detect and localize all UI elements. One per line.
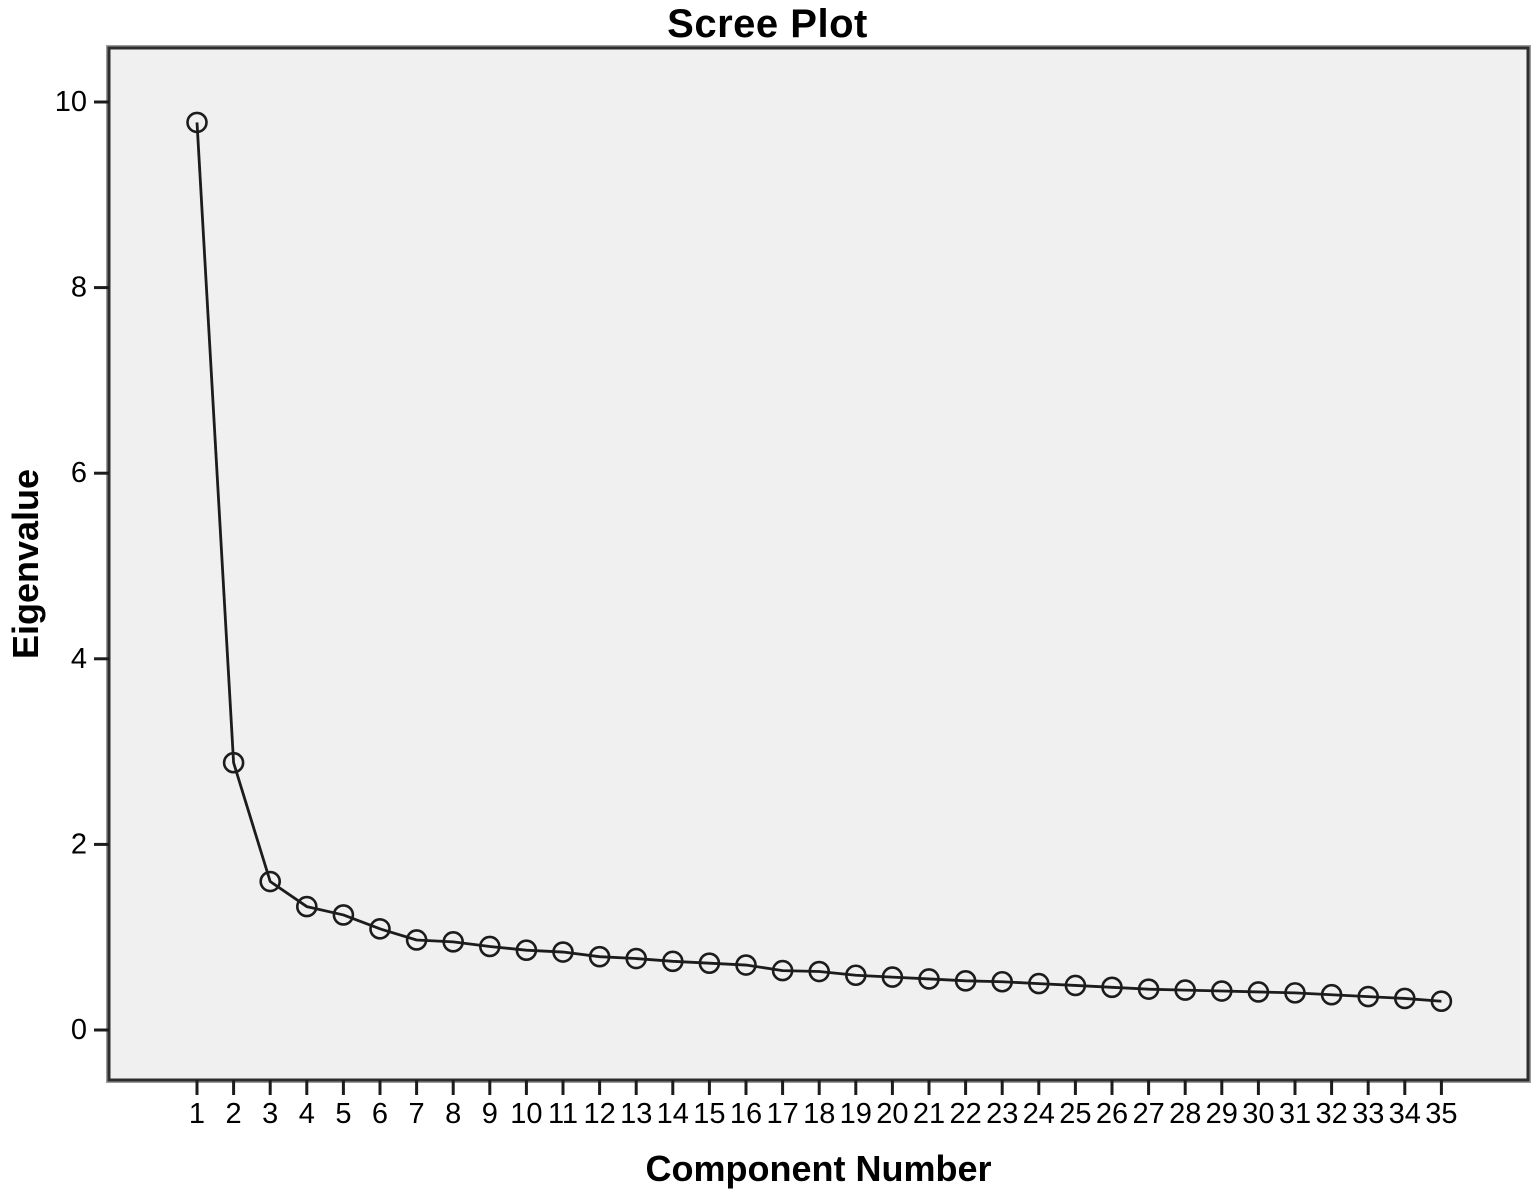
y-axis-tick-label: 8	[71, 272, 87, 304]
x-axis-tick-label: 27	[1132, 1098, 1164, 1130]
x-axis-tick-label: 21	[913, 1098, 945, 1130]
data-point-marker	[1247, 981, 1270, 1003]
x-axis-tick-label: 33	[1352, 1098, 1384, 1130]
data-point-marker	[1211, 980, 1233, 1002]
x-axis-tick-label: 28	[1169, 1098, 1201, 1130]
y-axis-tick-label: 2	[71, 828, 87, 860]
x-axis-tick-label: 26	[1096, 1098, 1128, 1130]
x-axis-tick-label: 6	[372, 1098, 388, 1130]
data-point-marker	[186, 111, 208, 134]
data-point-marker	[332, 904, 355, 926]
data-point-marker	[991, 970, 1014, 993]
x-axis-tick-label: 8	[445, 1098, 461, 1130]
x-axis-tick-label: 4	[299, 1098, 315, 1130]
data-point-marker	[1064, 974, 1087, 997]
x-axis-title: Component Number	[645, 1148, 992, 1189]
data-point-marker	[954, 970, 977, 992]
x-axis-tick-label: 24	[1023, 1098, 1055, 1130]
x-axis-tick-label: 31	[1279, 1098, 1311, 1130]
y-axis-tick-label: 0	[71, 1014, 87, 1046]
x-axis-tick-label: 30	[1242, 1098, 1274, 1130]
x-axis-tick-label: 3	[262, 1098, 278, 1130]
y-axis-tick-label: 10	[55, 86, 87, 118]
data-point-marker	[1394, 987, 1416, 1010]
x-axis-tick-label: 35	[1425, 1098, 1457, 1130]
x-axis-tick-label: 10	[510, 1098, 542, 1130]
data-point-marker	[735, 954, 757, 976]
scree-line	[195, 122, 1442, 1003]
x-axis-tick-label: 34	[1389, 1098, 1421, 1130]
plot-area	[107, 46, 1530, 1082]
data-point-marker	[1430, 990, 1453, 1013]
x-axis-tick-label: 19	[840, 1098, 872, 1130]
data-point-marker	[1028, 972, 1050, 995]
y-axis-tick-label: 6	[71, 457, 87, 489]
data-point-marker	[588, 945, 611, 968]
data-point-marker	[295, 895, 318, 918]
x-axis-tick-label: 2	[226, 1098, 242, 1130]
x-axis-tick-label: 23	[986, 1098, 1018, 1130]
x-axis-tick-label: 20	[876, 1098, 908, 1130]
data-point-marker	[259, 870, 282, 893]
data-point-marker	[661, 950, 684, 973]
x-axis-tick-label: 17	[766, 1098, 798, 1130]
data-point-marker	[808, 960, 831, 983]
x-axis-tick-label: 22	[949, 1098, 981, 1130]
x-axis-tick-label: 13	[620, 1098, 652, 1130]
x-axis-tick-label: 25	[1059, 1098, 1091, 1130]
x-axis-tick-label: 16	[730, 1098, 762, 1130]
x-axis-tick-label: 7	[409, 1098, 425, 1130]
data-point-marker	[515, 939, 538, 961]
data-point-marker	[1357, 985, 1379, 1008]
data-point-marker	[405, 929, 428, 951]
x-axis-tick-label: 15	[693, 1098, 725, 1130]
data-point-marker	[918, 968, 940, 990]
data-point-marker	[771, 959, 794, 982]
data-point-marker	[222, 751, 245, 774]
data-point-marker	[1137, 978, 1160, 1000]
data-point-marker	[698, 952, 721, 974]
data-point-marker	[442, 931, 465, 953]
data-point-marker	[552, 941, 574, 963]
x-axis-tick-label: 18	[803, 1098, 835, 1130]
y-axis-tick-label: 4	[71, 643, 87, 675]
data-point-marker	[844, 964, 867, 987]
chart-title: Scree Plot	[667, 2, 868, 46]
data-point-marker	[1320, 983, 1343, 1006]
x-axis-tick-label: 11	[548, 1098, 578, 1130]
x-axis-tick-label: 29	[1206, 1098, 1238, 1130]
x-axis-tick-label: 9	[482, 1098, 498, 1130]
data-point-marker	[1284, 982, 1306, 1004]
x-axis-tick-label: 14	[657, 1098, 689, 1130]
x-axis-tick-label: 1	[189, 1098, 205, 1130]
data-point-marker	[1174, 979, 1196, 1001]
x-axis-tick-label: 12	[583, 1098, 615, 1130]
x-axis-tick-label: 5	[335, 1098, 351, 1130]
data-point-marker	[1101, 976, 1123, 999]
data-point-marker	[625, 947, 648, 970]
x-axis-tick-label: 32	[1315, 1098, 1347, 1130]
data-point-marker	[369, 918, 391, 940]
data-point-marker	[478, 935, 501, 958]
data-point-marker	[881, 966, 904, 988]
